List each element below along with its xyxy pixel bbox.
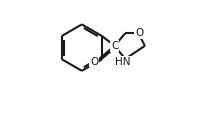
Text: C: C [111, 41, 118, 51]
Text: HN: HN [116, 57, 131, 67]
Text: O: O [90, 57, 98, 67]
Text: O: O [135, 28, 143, 38]
